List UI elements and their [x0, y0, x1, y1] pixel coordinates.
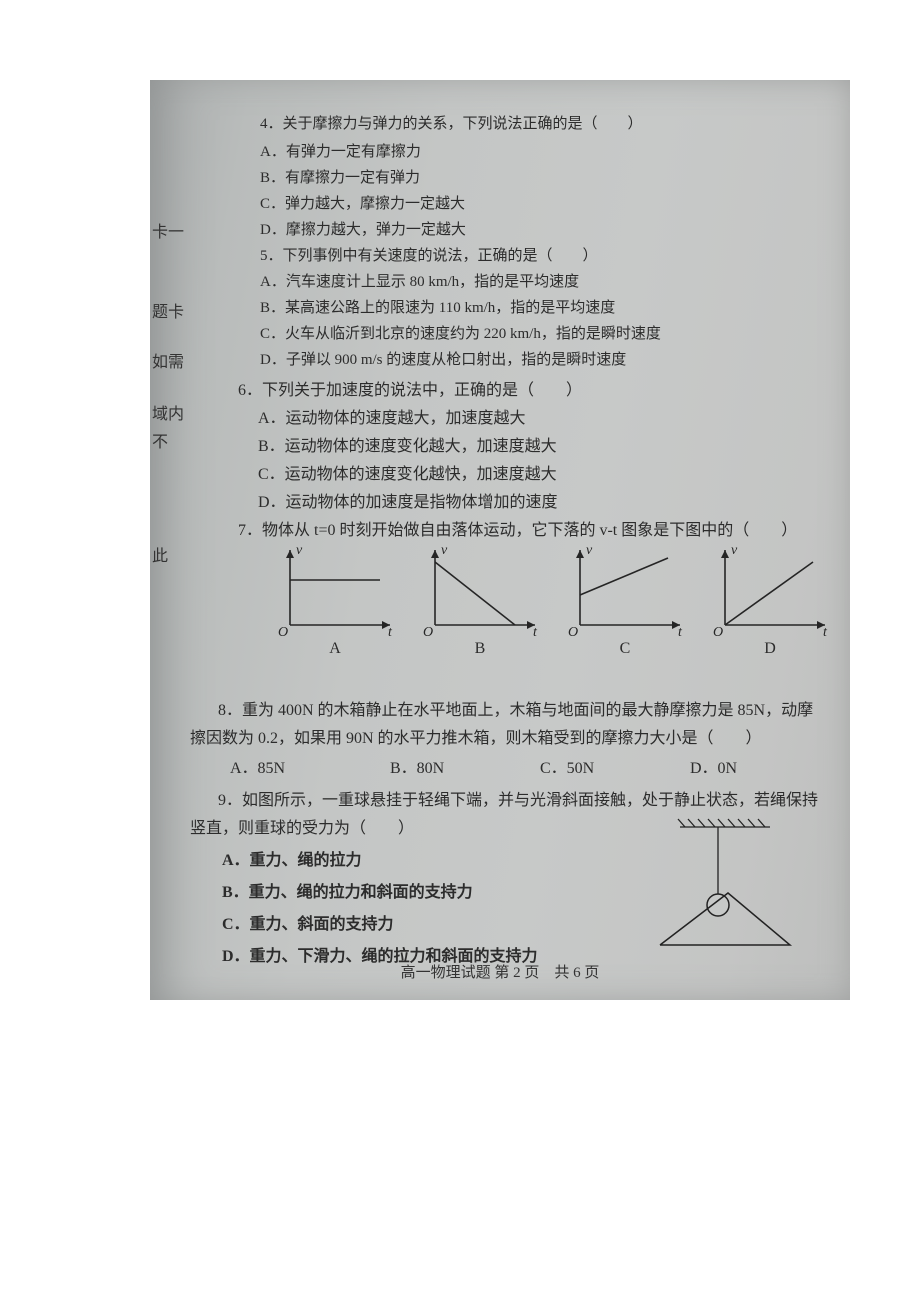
edge-text: 域内	[152, 400, 184, 424]
left-cut-labels: 卡一 题卡 如需 域内 不 此	[150, 80, 190, 1000]
q7-stem: 7．物体从 t=0 时刻开始做自由落体运动，它下落的 v-t 图象是下图中的（ …	[238, 516, 797, 540]
q4-stem: 4．关于摩擦力与弹力的关系，下列说法正确的是（ ）	[260, 112, 643, 133]
q9-A: A．重力、绳的拉力	[222, 846, 362, 870]
q4-D: D．摩擦力越大，弹力一定越大	[260, 218, 466, 239]
svg-text:O: O	[568, 625, 578, 640]
svg-text:t: t	[678, 625, 683, 640]
q7-graph-C: v t O	[560, 540, 690, 640]
q9-stem1: 9．如图所示，一重球悬挂于轻绳下端，并与光滑斜面接触，处于静止状态，若绳保持	[218, 786, 818, 810]
q8-stem2: 擦因数为 0.2，如果用 90N 的水平力推木箱，则木箱受到的摩擦力大小是（ ）	[190, 724, 762, 748]
q6-D: D．运动物体的加速度是指物体增加的速度	[258, 488, 558, 512]
q9-B: B．重力、绳的拉力和斜面的支持力	[222, 878, 473, 902]
axis-v-label: v	[296, 543, 303, 558]
q5-D: D．子弹以 900 m/s 的速度从枪口射出，指的是瞬时速度	[260, 348, 626, 369]
q8-D: D．0N	[690, 754, 737, 778]
q4-B: B．有摩擦力一定有弹力	[260, 166, 420, 187]
svg-text:v: v	[441, 543, 448, 558]
q8-stem1: 8．重为 400N 的木箱静止在水平地面上，木箱与地面间的最大静摩擦力是 85N…	[218, 696, 813, 720]
svg-text:v: v	[586, 543, 593, 558]
q7-label-B: B	[415, 640, 545, 658]
q6-C: C．运动物体的速度变化越快，加速度越大	[258, 460, 557, 484]
q5-B: B．某高速公路上的限速为 110 km/h，指的是平均速度	[260, 296, 615, 317]
q8-A: A．85N	[230, 754, 285, 778]
edge-text: 不	[152, 428, 168, 452]
q6-A: A．运动物体的速度越大，加速度越大	[258, 404, 526, 428]
q9-stem2: 竖直，则重球的受力为（ ）	[190, 814, 414, 838]
edge-text: 题卡	[152, 298, 184, 322]
q8-C: C．50N	[540, 754, 594, 778]
page-footer: 高一物理试题 第 2 页 共 6 页	[150, 961, 850, 982]
q4-A: A．有弹力一定有摩擦力	[260, 140, 421, 161]
edge-text: 如需	[152, 348, 184, 372]
q7-label-A: A	[270, 640, 400, 658]
q4-C: C．弹力越大，摩擦力一定越大	[260, 192, 465, 213]
q6-stem: 6．下列关于加速度的说法中，正确的是（ ）	[238, 376, 582, 400]
svg-text:t: t	[823, 625, 828, 640]
q9-C: C．重力、斜面的支持力	[222, 910, 394, 934]
axis-t-label: t	[388, 625, 393, 640]
q7-label-C: C	[560, 640, 690, 658]
edge-text: 此	[152, 542, 168, 566]
svg-text:O: O	[423, 625, 433, 640]
origin-label: O	[278, 625, 288, 640]
q7-graph-D: v t O	[705, 540, 835, 640]
q7-label-D: D	[705, 640, 835, 658]
q5-stem: 5．下列事例中有关速度的说法，正确的是（ ）	[260, 244, 598, 265]
q8-B: B．80N	[390, 754, 444, 778]
q7-graphs: v t O A v t O B	[270, 540, 830, 660]
q9-figure	[650, 815, 800, 955]
q7-graph-B: v t O	[415, 540, 545, 640]
exam-page: 卡一 题卡 如需 域内 不 此 4．关于摩擦力与弹力的关系，下列说法正确的是（ …	[150, 80, 850, 1000]
svg-text:v: v	[731, 543, 738, 558]
q5-C: C．火车从临沂到北京的速度约为 220 km/h，指的是瞬时速度	[260, 322, 661, 343]
q6-B: B．运动物体的速度变化越大，加速度越大	[258, 432, 557, 456]
edge-text: 卡一	[152, 218, 184, 242]
q7-graph-A: v t O	[270, 540, 400, 640]
svg-text:t: t	[533, 625, 538, 640]
svg-text:O: O	[713, 625, 723, 640]
q5-A: A．汽车速度计上显示 80 km/h，指的是平均速度	[260, 270, 579, 291]
